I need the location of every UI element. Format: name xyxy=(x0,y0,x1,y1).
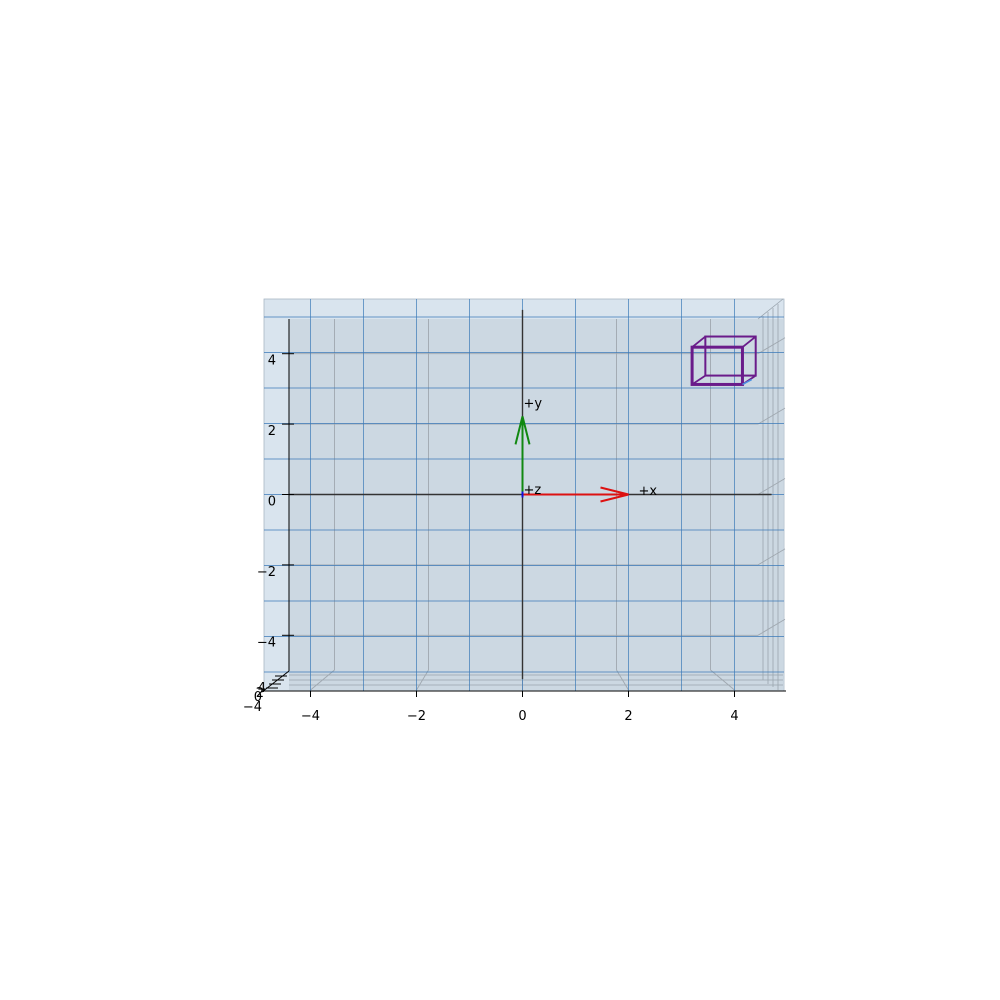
x-arrow-head xyxy=(600,486,629,503)
wall-gridline-y xyxy=(757,407,786,425)
y-tick-label: 2 xyxy=(268,424,276,439)
floor-gridline-x xyxy=(310,669,335,691)
side-walls xyxy=(289,298,784,690)
y-arrow-head xyxy=(514,416,531,445)
z-tick-label: 2 xyxy=(256,686,264,701)
y-tick-label: −4 xyxy=(257,635,276,650)
z-tick-label: 0 xyxy=(254,690,262,705)
floor-gridline-x xyxy=(710,669,735,691)
box-front-face xyxy=(690,345,744,386)
x-tick-label: 2 xyxy=(624,709,632,724)
y-arrow-label: +y xyxy=(524,396,543,411)
z-tick-label: 4 xyxy=(258,681,266,696)
wall-gridline-y xyxy=(757,618,786,636)
y-tick-label: 4 xyxy=(268,354,276,369)
box-edge xyxy=(691,374,706,386)
x-tick-label: −4 xyxy=(301,709,320,724)
inner-pane xyxy=(289,319,783,690)
wall-gridline-y xyxy=(757,337,786,355)
axis-arrows: +x +y +z xyxy=(514,396,658,503)
z-arrow-label: +z xyxy=(524,483,542,498)
x-arrow-label: +x xyxy=(639,484,658,499)
wall-gridline-y xyxy=(757,548,786,566)
box-edge xyxy=(741,335,757,348)
box-accent-edge xyxy=(742,378,753,386)
y-tick-label: −2 xyxy=(257,565,276,580)
x-tick-label: −2 xyxy=(407,709,426,724)
z-tick-label: −4 xyxy=(243,700,262,715)
floor-gridline-x xyxy=(616,669,629,691)
wireframe-box xyxy=(690,335,757,386)
x-tick-label: 4 xyxy=(730,709,738,724)
box-back-face xyxy=(704,335,757,377)
wall-gridline-y xyxy=(757,478,786,495)
y-tick-label: 0 xyxy=(268,495,276,510)
x-tick-label: 0 xyxy=(518,709,526,724)
floor-gridline-x xyxy=(416,669,429,691)
box-edge xyxy=(691,335,706,348)
